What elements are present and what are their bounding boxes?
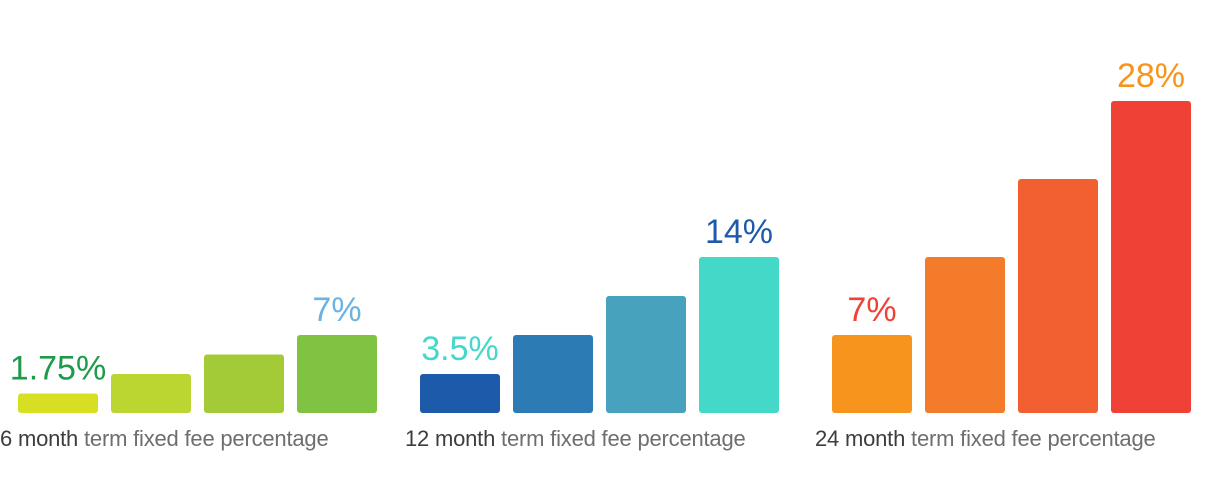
bar xyxy=(699,257,779,413)
group-title-24-month: 24 month term fixed fee percentage xyxy=(815,426,1156,452)
bar xyxy=(111,374,191,413)
data-label: 7% xyxy=(847,291,896,329)
bar xyxy=(1111,101,1191,413)
data-label: 1.75% xyxy=(10,350,106,388)
group-title-12-month: 12 month term fixed fee percentage xyxy=(405,426,746,452)
bar xyxy=(1018,179,1098,413)
data-label: 3.5% xyxy=(421,330,499,368)
group-title-strong: 12 month xyxy=(405,426,496,451)
bar xyxy=(420,374,500,413)
group-title-rest: term fixed fee percentage xyxy=(905,426,1156,451)
group-title-strong: 24 month xyxy=(815,426,906,451)
data-label: 14% xyxy=(705,213,773,251)
data-label: 28% xyxy=(1117,57,1185,95)
bar xyxy=(832,335,912,413)
bar-group-1: 3.5% 14% xyxy=(420,213,779,413)
bar xyxy=(513,335,593,413)
bar-group-2: 7% 28% xyxy=(832,57,1191,413)
bar xyxy=(18,393,98,413)
bar xyxy=(925,257,1005,413)
bar xyxy=(204,354,284,413)
bar xyxy=(297,335,377,413)
group-title-6-month: 6 month term fixed fee percentage xyxy=(0,426,329,452)
bar-group-0: 1.75% 7% xyxy=(10,291,377,413)
bar xyxy=(606,296,686,413)
group-title-strong: 6 month xyxy=(0,426,79,451)
data-label: 7% xyxy=(312,291,361,329)
group-title-rest: term fixed fee percentage xyxy=(495,426,746,451)
group-title-rest: term fixed fee percentage xyxy=(78,426,329,451)
